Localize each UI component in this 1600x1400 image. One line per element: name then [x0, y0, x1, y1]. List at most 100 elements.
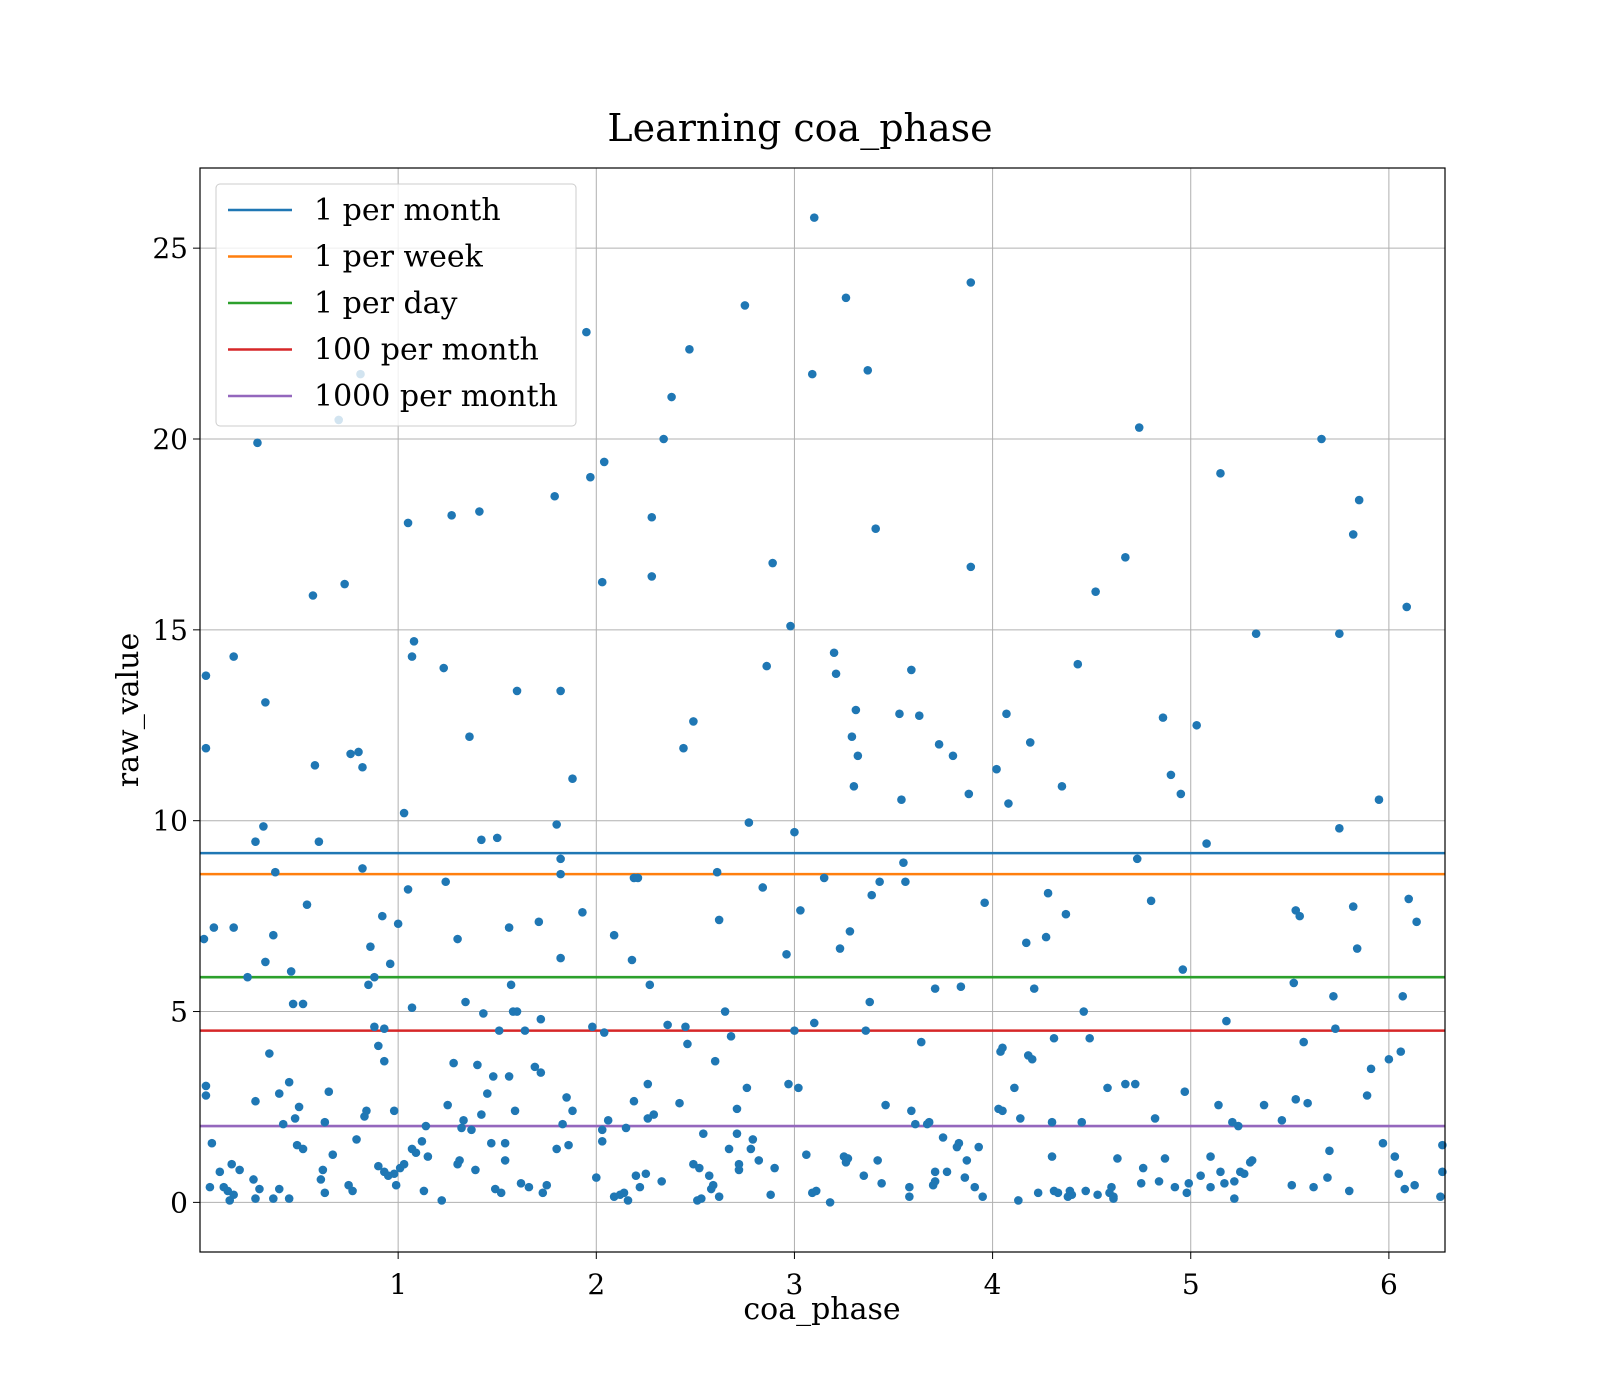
data-point: [316, 1175, 326, 1184]
data-point: [251, 1096, 260, 1106]
data-point: [960, 1173, 970, 1182]
data-point: [623, 1196, 633, 1205]
data-point: [1047, 1152, 1057, 1161]
data-point: [524, 1182, 534, 1192]
data-point: [558, 1119, 567, 1129]
data-point: [748, 1135, 758, 1144]
data-point: [938, 1133, 948, 1142]
data-point: [794, 1083, 803, 1093]
data-point: [473, 1060, 482, 1070]
data-point: [809, 1018, 819, 1028]
data-point: [1396, 1047, 1406, 1056]
data-point: [853, 751, 863, 761]
data-point: [865, 997, 875, 1007]
data-point: [475, 507, 484, 516]
data-point: [1029, 984, 1039, 993]
data-point: [348, 1186, 357, 1196]
data-point: [1247, 1156, 1257, 1165]
data-point: [366, 942, 375, 951]
data-point: [278, 1119, 288, 1129]
data-point: [825, 1198, 835, 1207]
legend-label: 1 per month: [314, 193, 501, 228]
data-point: [877, 1178, 886, 1188]
y-tick-label: 20: [152, 423, 188, 456]
data-point: [391, 1180, 401, 1190]
data-point: [1390, 1152, 1400, 1161]
data-point: [411, 1148, 421, 1158]
data-point: [621, 1123, 631, 1133]
data-point: [851, 705, 861, 715]
data-point: [437, 1196, 447, 1205]
data-point: [1233, 1121, 1243, 1131]
data-point: [1335, 824, 1344, 833]
data-point: [483, 1089, 492, 1098]
threshold-lines: [200, 851, 1445, 1128]
data-point: [1091, 587, 1100, 596]
data-point: [599, 457, 609, 467]
data-point: [873, 1156, 882, 1165]
data-point: [251, 1194, 260, 1203]
data-point: [370, 972, 379, 982]
data-point: [1134, 423, 1144, 432]
data-point: [647, 572, 657, 581]
data-point: [407, 652, 417, 661]
data-point: [310, 761, 320, 770]
data-point: [1067, 1190, 1077, 1200]
axis-ticks: 1 2 3 4 5 6 0 5 10 15 20 25: [152, 232, 1397, 1301]
data-point: [597, 1137, 607, 1146]
data-point: [364, 980, 373, 990]
data-point: [599, 1028, 609, 1037]
data-point: [1016, 1114, 1025, 1123]
data-point: [998, 1043, 1007, 1053]
data-point: [746, 1144, 756, 1154]
data-point: [905, 1182, 914, 1192]
data-point: [1180, 1087, 1190, 1096]
data-point: [201, 743, 211, 753]
data-point: [657, 1177, 666, 1186]
data-point: [556, 686, 565, 696]
data-point: [732, 1129, 742, 1138]
data-point: [455, 1156, 464, 1165]
data-point: [1412, 917, 1421, 927]
data-point: [871, 524, 880, 533]
data-point: [978, 1192, 987, 1201]
data-point: [1299, 1037, 1308, 1047]
data-point: [302, 900, 312, 909]
data-point: [1202, 839, 1211, 848]
data-point: [346, 749, 355, 759]
data-point: [1043, 888, 1053, 898]
data-point: [477, 1110, 486, 1119]
data-point: [488, 1072, 498, 1081]
data-point: [308, 591, 318, 600]
data-point: [631, 1171, 641, 1180]
data-point: [251, 837, 260, 846]
data-point: [966, 562, 976, 572]
data-point: [992, 764, 1001, 774]
data-point: [633, 873, 643, 883]
data-point: [1178, 965, 1188, 974]
data-point: [1170, 1182, 1180, 1192]
data-point: [1130, 1079, 1140, 1089]
data-point: [726, 1032, 736, 1041]
data-point: [942, 1167, 952, 1177]
y-axis-label: raw_value: [111, 633, 146, 787]
data-point: [1073, 659, 1083, 669]
legend-label: 1 per day: [314, 286, 458, 321]
data-point: [534, 917, 544, 927]
data-point: [875, 877, 884, 887]
data-point: [530, 1062, 540, 1072]
data-point: [956, 982, 966, 992]
data-point: [695, 1163, 704, 1173]
data-point: [1239, 1169, 1249, 1179]
data-point: [374, 1161, 383, 1171]
data-point: [704, 1171, 714, 1180]
data-point: [1004, 799, 1013, 808]
data-point: [744, 818, 754, 827]
y-tick-label: 15: [152, 614, 188, 647]
x-tick-label: 1: [389, 1268, 407, 1301]
data-point: [419, 1186, 429, 1196]
data-point: [1398, 991, 1408, 1001]
data-point: [619, 1188, 629, 1198]
data-point: [393, 919, 403, 929]
data-point: [403, 518, 413, 528]
